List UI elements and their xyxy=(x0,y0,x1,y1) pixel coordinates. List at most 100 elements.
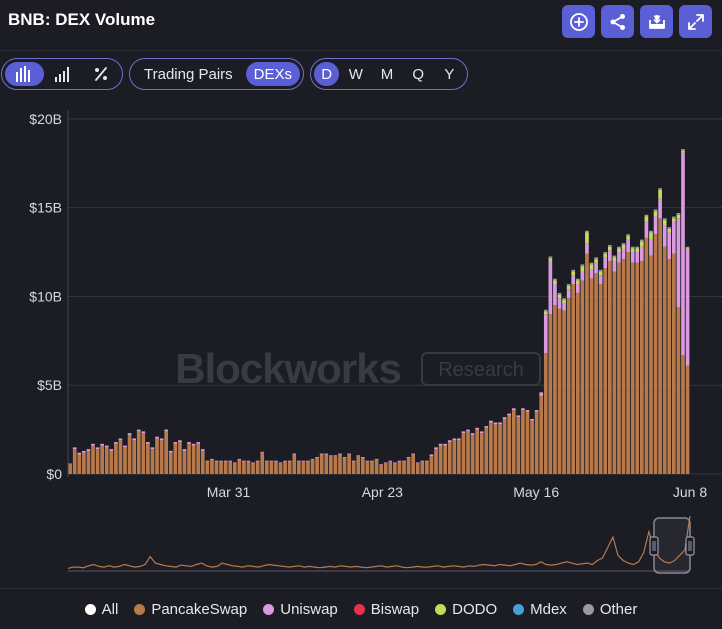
bar-uniswap xyxy=(200,449,205,451)
legend-item-other[interactable]: Other xyxy=(582,601,637,618)
legend-dot xyxy=(134,603,146,615)
period-m-button[interactable]: M xyxy=(380,65,394,83)
bar-pancakeswap xyxy=(328,456,333,474)
y-tick-label: $20B xyxy=(29,111,62,127)
bar-pancakeswap xyxy=(498,424,502,474)
bar-pancakeswap xyxy=(566,298,571,474)
x-tick-label: Apr 23 xyxy=(362,484,403,500)
bar-pancakeswap xyxy=(370,461,374,474)
bar-pancakeswap xyxy=(315,458,319,474)
bar-pancakeswap xyxy=(260,452,265,474)
bar-uniswap xyxy=(205,460,210,462)
bar-other xyxy=(589,262,594,265)
bar-other xyxy=(667,227,672,229)
bar-pancakeswap xyxy=(237,459,242,474)
bar-pancakeswap xyxy=(434,449,438,474)
bar-other xyxy=(580,264,585,267)
bar-uniswap xyxy=(159,438,164,441)
bar-uniswap xyxy=(114,442,118,444)
bar-pancakeswap xyxy=(205,461,210,474)
bar-pancakeswap xyxy=(589,278,594,474)
bar-uniswap xyxy=(264,460,269,462)
bar-pancakeswap xyxy=(159,440,164,474)
legend-item-biswap[interactable]: Biswap xyxy=(353,601,419,618)
navigator-handle[interactable] xyxy=(649,536,659,556)
bar-uniswap xyxy=(77,452,82,455)
legend-item-mdex[interactable]: Mdex xyxy=(513,601,567,618)
navigator-handle[interactable] xyxy=(685,536,695,556)
period-y-button[interactable]: Y xyxy=(444,65,455,83)
download-button[interactable] xyxy=(640,5,673,38)
bar-pancakeswap xyxy=(571,284,576,474)
bar-other xyxy=(553,278,557,281)
bar-pancakeswap xyxy=(109,450,114,474)
bar-pancakeswap xyxy=(685,365,690,474)
bar-uniswap xyxy=(388,460,393,462)
percent-chart-button[interactable] xyxy=(82,62,119,86)
bar-uniswap xyxy=(507,413,512,416)
bar-pancakeswap xyxy=(420,461,425,474)
bar-uniswap xyxy=(493,422,498,425)
bar-uniswap xyxy=(374,458,379,460)
bar-pancakeswap xyxy=(136,431,141,474)
bar-pancakeswap xyxy=(301,461,306,474)
bar-uniswap xyxy=(470,433,475,435)
add-to-dashboard-button[interactable] xyxy=(562,5,595,38)
x-tick-label: Jun 8 xyxy=(673,484,707,500)
y-tick-label: $15B xyxy=(29,200,62,216)
bar-uniswap xyxy=(589,269,594,279)
bar-pancakeswap xyxy=(466,431,470,474)
y-tick-label: $5B xyxy=(37,377,62,393)
y-tick-label: $10B xyxy=(29,288,62,304)
tab-dexs[interactable]: DEXs xyxy=(245,62,300,86)
legend-item-dodo[interactable]: DODO xyxy=(435,601,497,618)
bar-uniswap xyxy=(475,427,480,430)
period-q-button[interactable]: Q xyxy=(412,65,425,83)
bar-uniswap xyxy=(283,460,287,462)
bar-dodo xyxy=(662,220,667,226)
bar-other xyxy=(612,255,617,258)
bar-uniswap xyxy=(525,410,530,412)
bar-uniswap xyxy=(100,443,104,446)
legend-item-uniswap[interactable]: Uniswap xyxy=(263,601,338,618)
range-navigator[interactable] xyxy=(67,515,695,574)
tab-trading-pairs[interactable]: Trading Pairs xyxy=(144,65,233,83)
bar-uniswap xyxy=(347,453,351,455)
bar-pancakeswap xyxy=(278,463,283,474)
bar-uniswap xyxy=(530,418,534,421)
bar-uniswap xyxy=(484,426,489,428)
bar-chart-button[interactable] xyxy=(5,62,44,86)
bar-uniswap xyxy=(406,457,411,459)
bar-uniswap xyxy=(607,250,612,261)
navigator-window[interactable] xyxy=(653,517,691,574)
bar-pancakeswap xyxy=(388,461,393,474)
line-chart-button[interactable] xyxy=(46,62,81,86)
bar-pancakeswap xyxy=(72,449,77,474)
expand-button[interactable] xyxy=(679,5,712,38)
legend-item-all[interactable]: All xyxy=(84,600,119,618)
bar-pancakeswap xyxy=(548,314,553,474)
bar-uniswap xyxy=(351,460,356,462)
bar-pancakeswap xyxy=(511,410,516,474)
chart-controls: Trading Pairs DEXs D W M Q Y xyxy=(0,58,722,90)
bar-uniswap xyxy=(383,462,388,464)
period-d-button[interactable]: D xyxy=(314,62,340,86)
legend-item-pancakeswap[interactable]: PancakeSwap xyxy=(134,601,247,618)
share-button[interactable] xyxy=(601,5,634,38)
bar-dodo xyxy=(598,271,603,276)
legend-label: All xyxy=(101,600,119,618)
bar-pancakeswap xyxy=(397,461,402,474)
navigator-line xyxy=(67,515,691,569)
bar-uniswap xyxy=(411,453,415,455)
bar-pancakeswap xyxy=(374,459,379,474)
bar-uniswap xyxy=(571,275,576,285)
bar-uniswap xyxy=(502,417,507,419)
period-w-button[interactable]: W xyxy=(348,65,363,83)
bar-other xyxy=(653,209,658,212)
bar-pancakeswap xyxy=(621,259,626,474)
bar-dodo xyxy=(649,232,653,240)
bar-pancakeswap xyxy=(365,461,370,474)
bar-uniswap xyxy=(539,392,544,396)
bar-uniswap xyxy=(630,252,635,263)
bar-uniswap xyxy=(237,458,242,460)
